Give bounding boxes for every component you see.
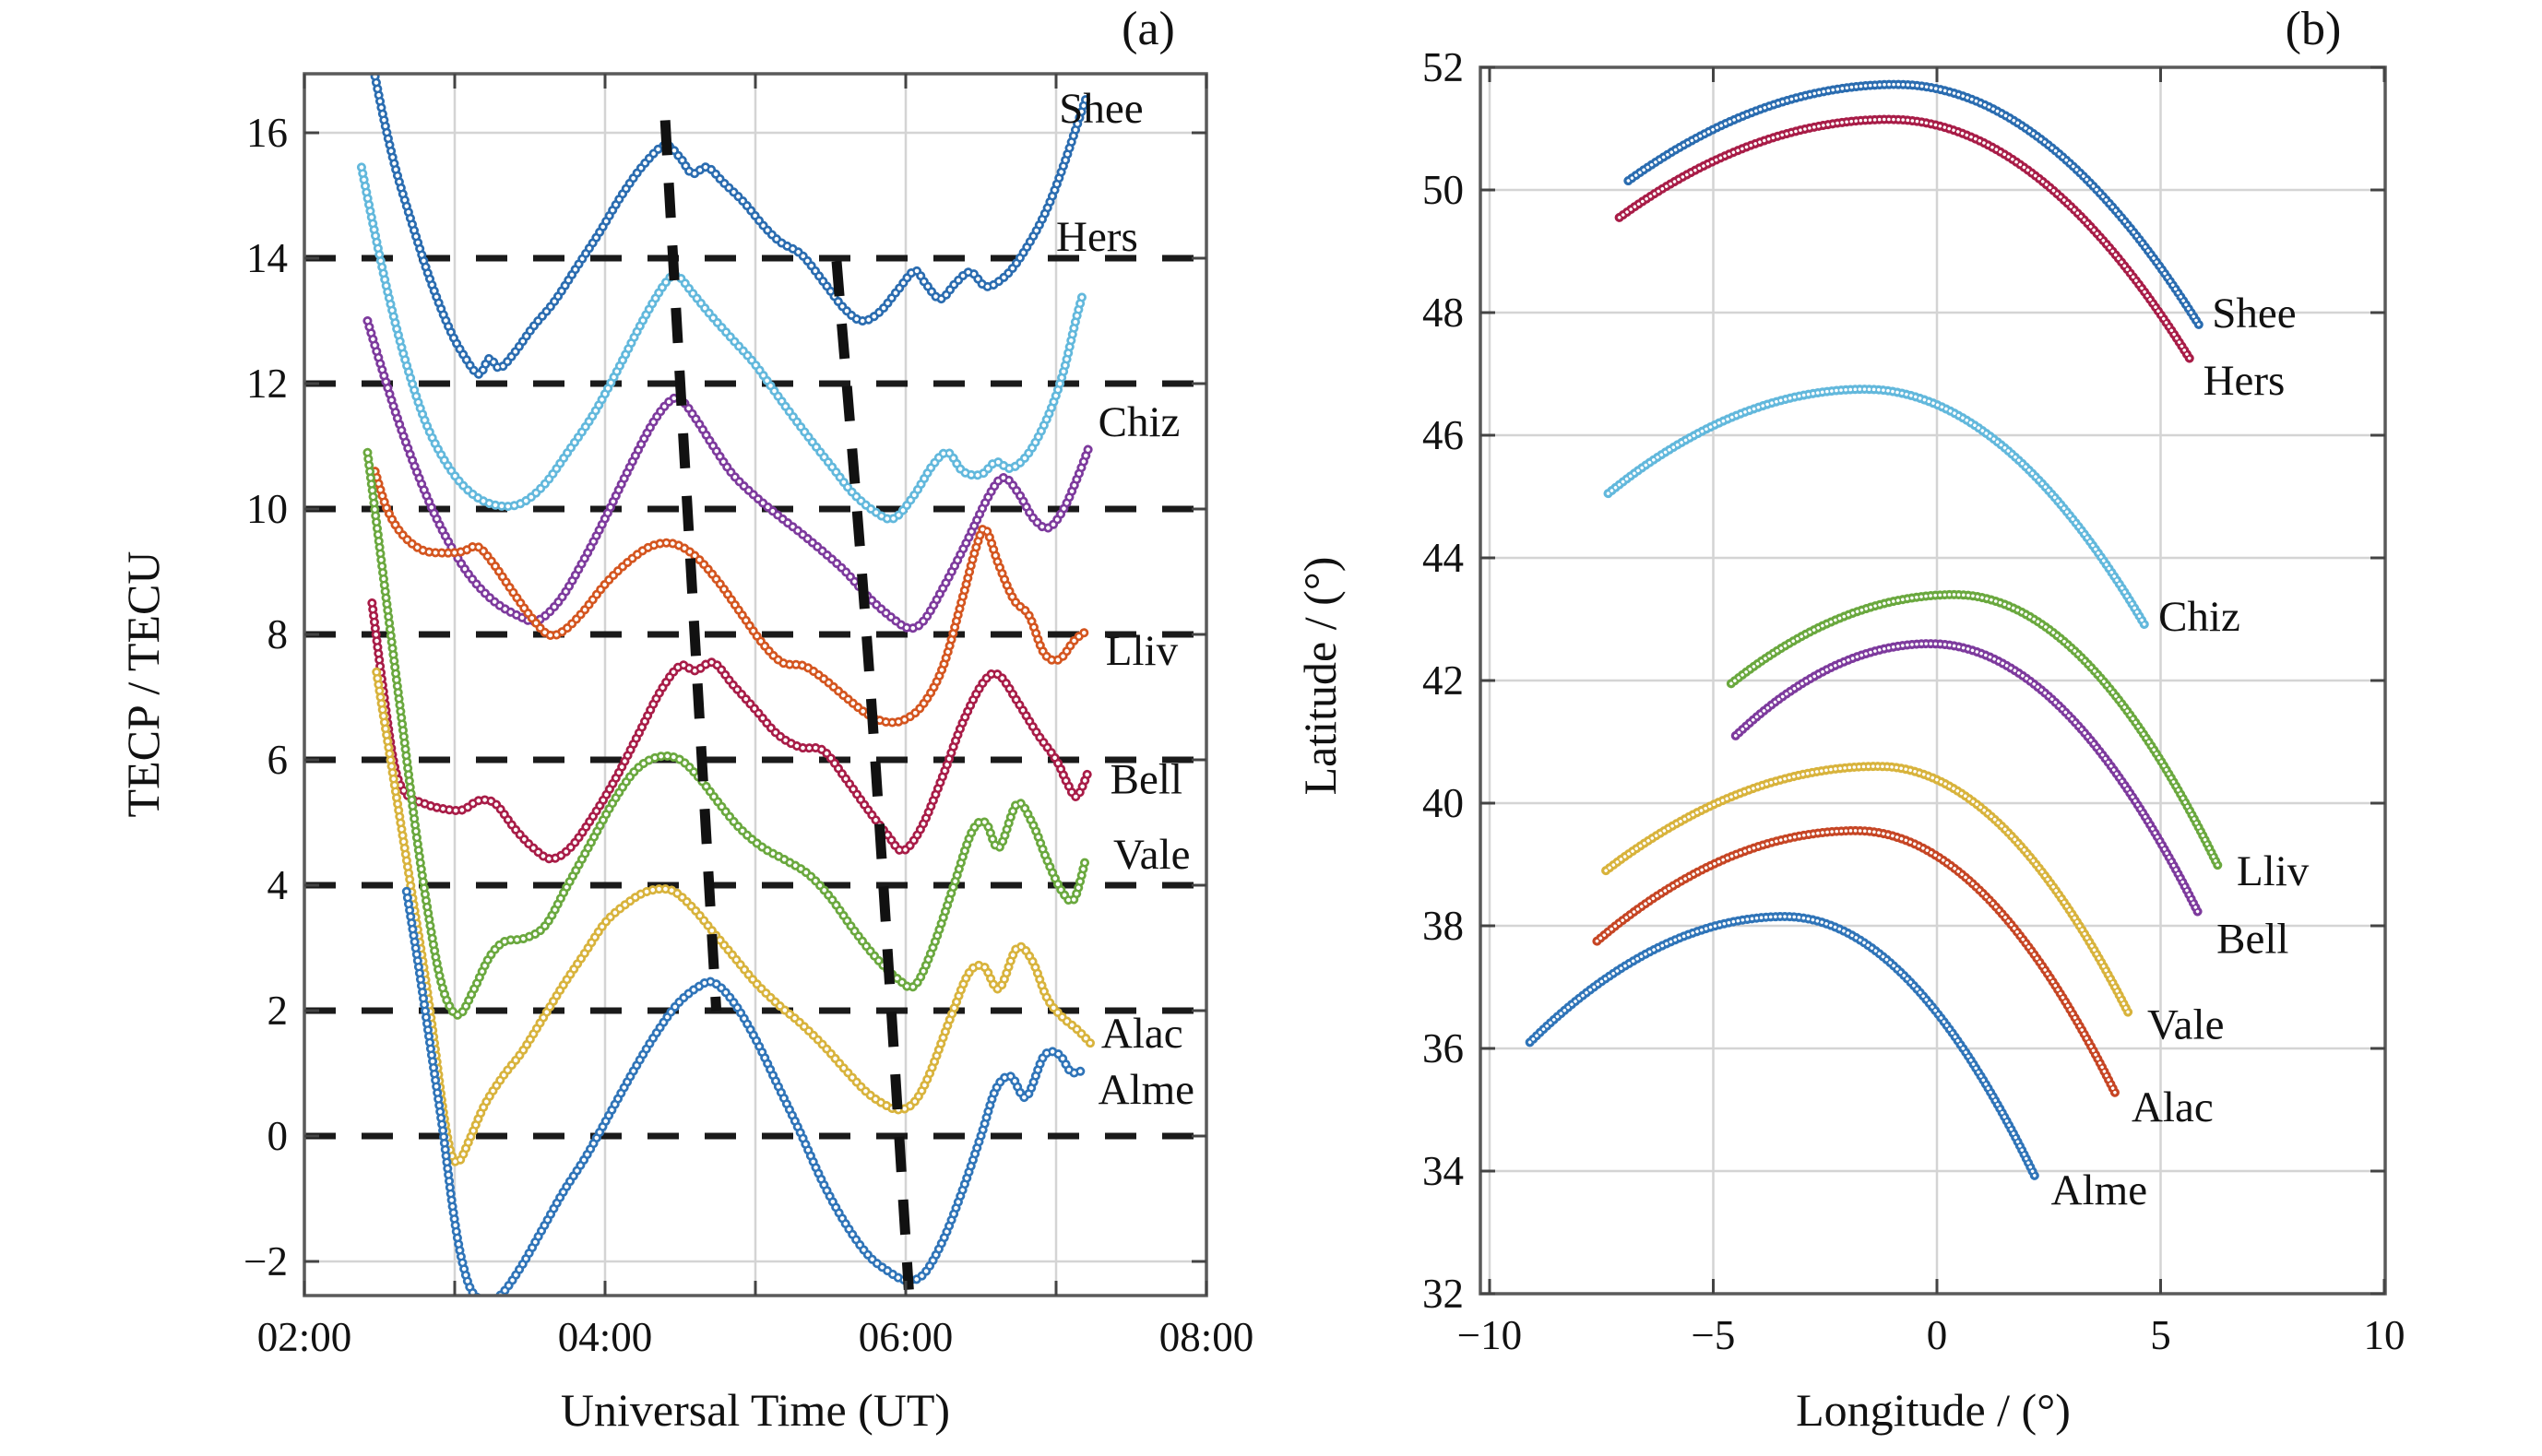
y-tick-label: 6 <box>267 737 289 783</box>
series-vale-marker-holes <box>365 450 1088 1017</box>
panel-b-y-axis-title: Latitude / (°) <box>1294 557 1346 796</box>
series-shee-markers <box>370 74 1091 379</box>
series-label-chiz: Chiz <box>2158 593 2240 641</box>
series-alme-markers <box>1525 911 2040 1182</box>
series-hers-marker-holes <box>359 165 1086 522</box>
series-hers-markers <box>1614 114 2194 363</box>
series-label-hers: Hers <box>2203 357 2286 405</box>
series-shee-marker-holes <box>373 74 1088 377</box>
x-tick-label: 5 <box>2150 1312 2171 1358</box>
series-label-chiz: Chiz <box>1099 398 1181 446</box>
y-tick-label: 8 <box>267 611 289 657</box>
x-tick-label: 08:00 <box>1159 1314 1254 1360</box>
series-label-hers: Hers <box>1056 213 1138 261</box>
x-tick-label: −10 <box>1457 1312 1522 1358</box>
y-tick-label: 34 <box>1422 1148 1464 1194</box>
x-tick-label: −5 <box>1692 1312 1736 1358</box>
series-label-alac: Alac <box>2132 1083 2214 1131</box>
series-alac-markers <box>372 667 1098 1167</box>
y-tick-label: 2 <box>267 988 289 1034</box>
panel-b-x-axis-title: Longitude / (°) <box>1796 1384 2071 1436</box>
x-tick-label: 06:00 <box>859 1314 954 1360</box>
trough-front-dashed-line <box>831 260 914 1290</box>
x-tick-label: 10 <box>2364 1312 2405 1358</box>
series-label-vale: Vale <box>2147 1000 2225 1048</box>
series-alme-marker-holes <box>404 889 1086 1296</box>
x-tick-label: 0 <box>1927 1312 1948 1358</box>
series-chiz-marker-holes <box>365 318 1092 631</box>
series-label-lliv: Lliv <box>1106 627 1179 675</box>
series-label-lliv: Lliv <box>2237 847 2310 895</box>
panel-b: −10 −5 0 5 10 52 50 48 46 44 42 40 38 36 34 32 Shee Hers C… <box>1422 44 2405 1358</box>
panel_a-plot-area <box>356 74 1098 1296</box>
series-bell-marker-holes <box>370 600 1092 861</box>
x-tick-label: 04:00 <box>558 1314 653 1360</box>
y-tick-label: 4 <box>267 862 289 908</box>
y-tick-label: 46 <box>1422 412 1464 458</box>
series-bell-marker-holes <box>1734 642 2201 916</box>
panel-a: 02:00 04:00 06:00 08:00 16 14 12 10 8 6 4 2 0 −2 Shee H… <box>244 72 1254 1360</box>
y-tick-label: 52 <box>1422 44 1464 90</box>
series-label-shee: Shee <box>2212 290 2296 337</box>
series-alac-marker-holes <box>374 669 1095 1165</box>
panel-a-letter: (a) <box>1122 3 1175 55</box>
series-vale-marker-holes <box>1604 764 2132 1017</box>
series-label-alac: Alac <box>1101 1010 1183 1058</box>
y-tick-label: 10 <box>246 486 288 532</box>
series-lliv-marker-holes <box>1729 593 2221 870</box>
series-label-vale: Vale <box>1113 831 1191 879</box>
y-tick-label: 36 <box>1422 1025 1464 1071</box>
series-alac-marker-holes <box>1595 829 2118 1096</box>
series-label-alme: Alme <box>2051 1166 2147 1214</box>
y-tick-label: 14 <box>246 235 288 281</box>
panel-b-letter: (b) <box>2286 3 2342 55</box>
series-label-bell: Bell <box>2216 915 2288 963</box>
series-lliv-marker-holes <box>373 468 1088 725</box>
series-label-shee: Shee <box>1059 85 1143 133</box>
series-label-bell: Bell <box>1111 755 1182 803</box>
panel_b-plot-area <box>1525 79 2224 1182</box>
series-alme-markers <box>401 886 1088 1296</box>
series-hers-marker-holes <box>1617 117 2192 361</box>
y-tick-label: 40 <box>1422 780 1464 826</box>
y-tick-label: 32 <box>1422 1271 1464 1317</box>
y-tick-label: 38 <box>1422 903 1464 949</box>
panel-a-y-axis-title: TECP / TECU <box>117 551 169 818</box>
y-tick-label: −2 <box>244 1238 288 1284</box>
y-tick-label: 16 <box>246 110 288 156</box>
y-tick-label: 42 <box>1422 657 1464 704</box>
y-tick-label: 12 <box>246 361 288 407</box>
series-shee-marker-holes <box>1626 82 2203 330</box>
panel-a-x-axis-title: Universal Time (UT) <box>561 1384 950 1436</box>
series-alme-marker-holes <box>1527 915 2037 1179</box>
series-chiz-marker-holes <box>1606 387 2147 627</box>
series-lliv-markers <box>1726 589 2224 872</box>
series-hers-markers <box>356 162 1088 524</box>
series-label-alme: Alme <box>1099 1066 1194 1114</box>
crest-front-dashed-line <box>659 120 722 1012</box>
y-tick-label: 0 <box>267 1113 289 1159</box>
x-tick-label: 02:00 <box>257 1314 352 1360</box>
y-tick-label: 48 <box>1422 290 1464 336</box>
y-tick-label: 50 <box>1422 167 1464 213</box>
y-tick-label: 44 <box>1422 535 1464 581</box>
